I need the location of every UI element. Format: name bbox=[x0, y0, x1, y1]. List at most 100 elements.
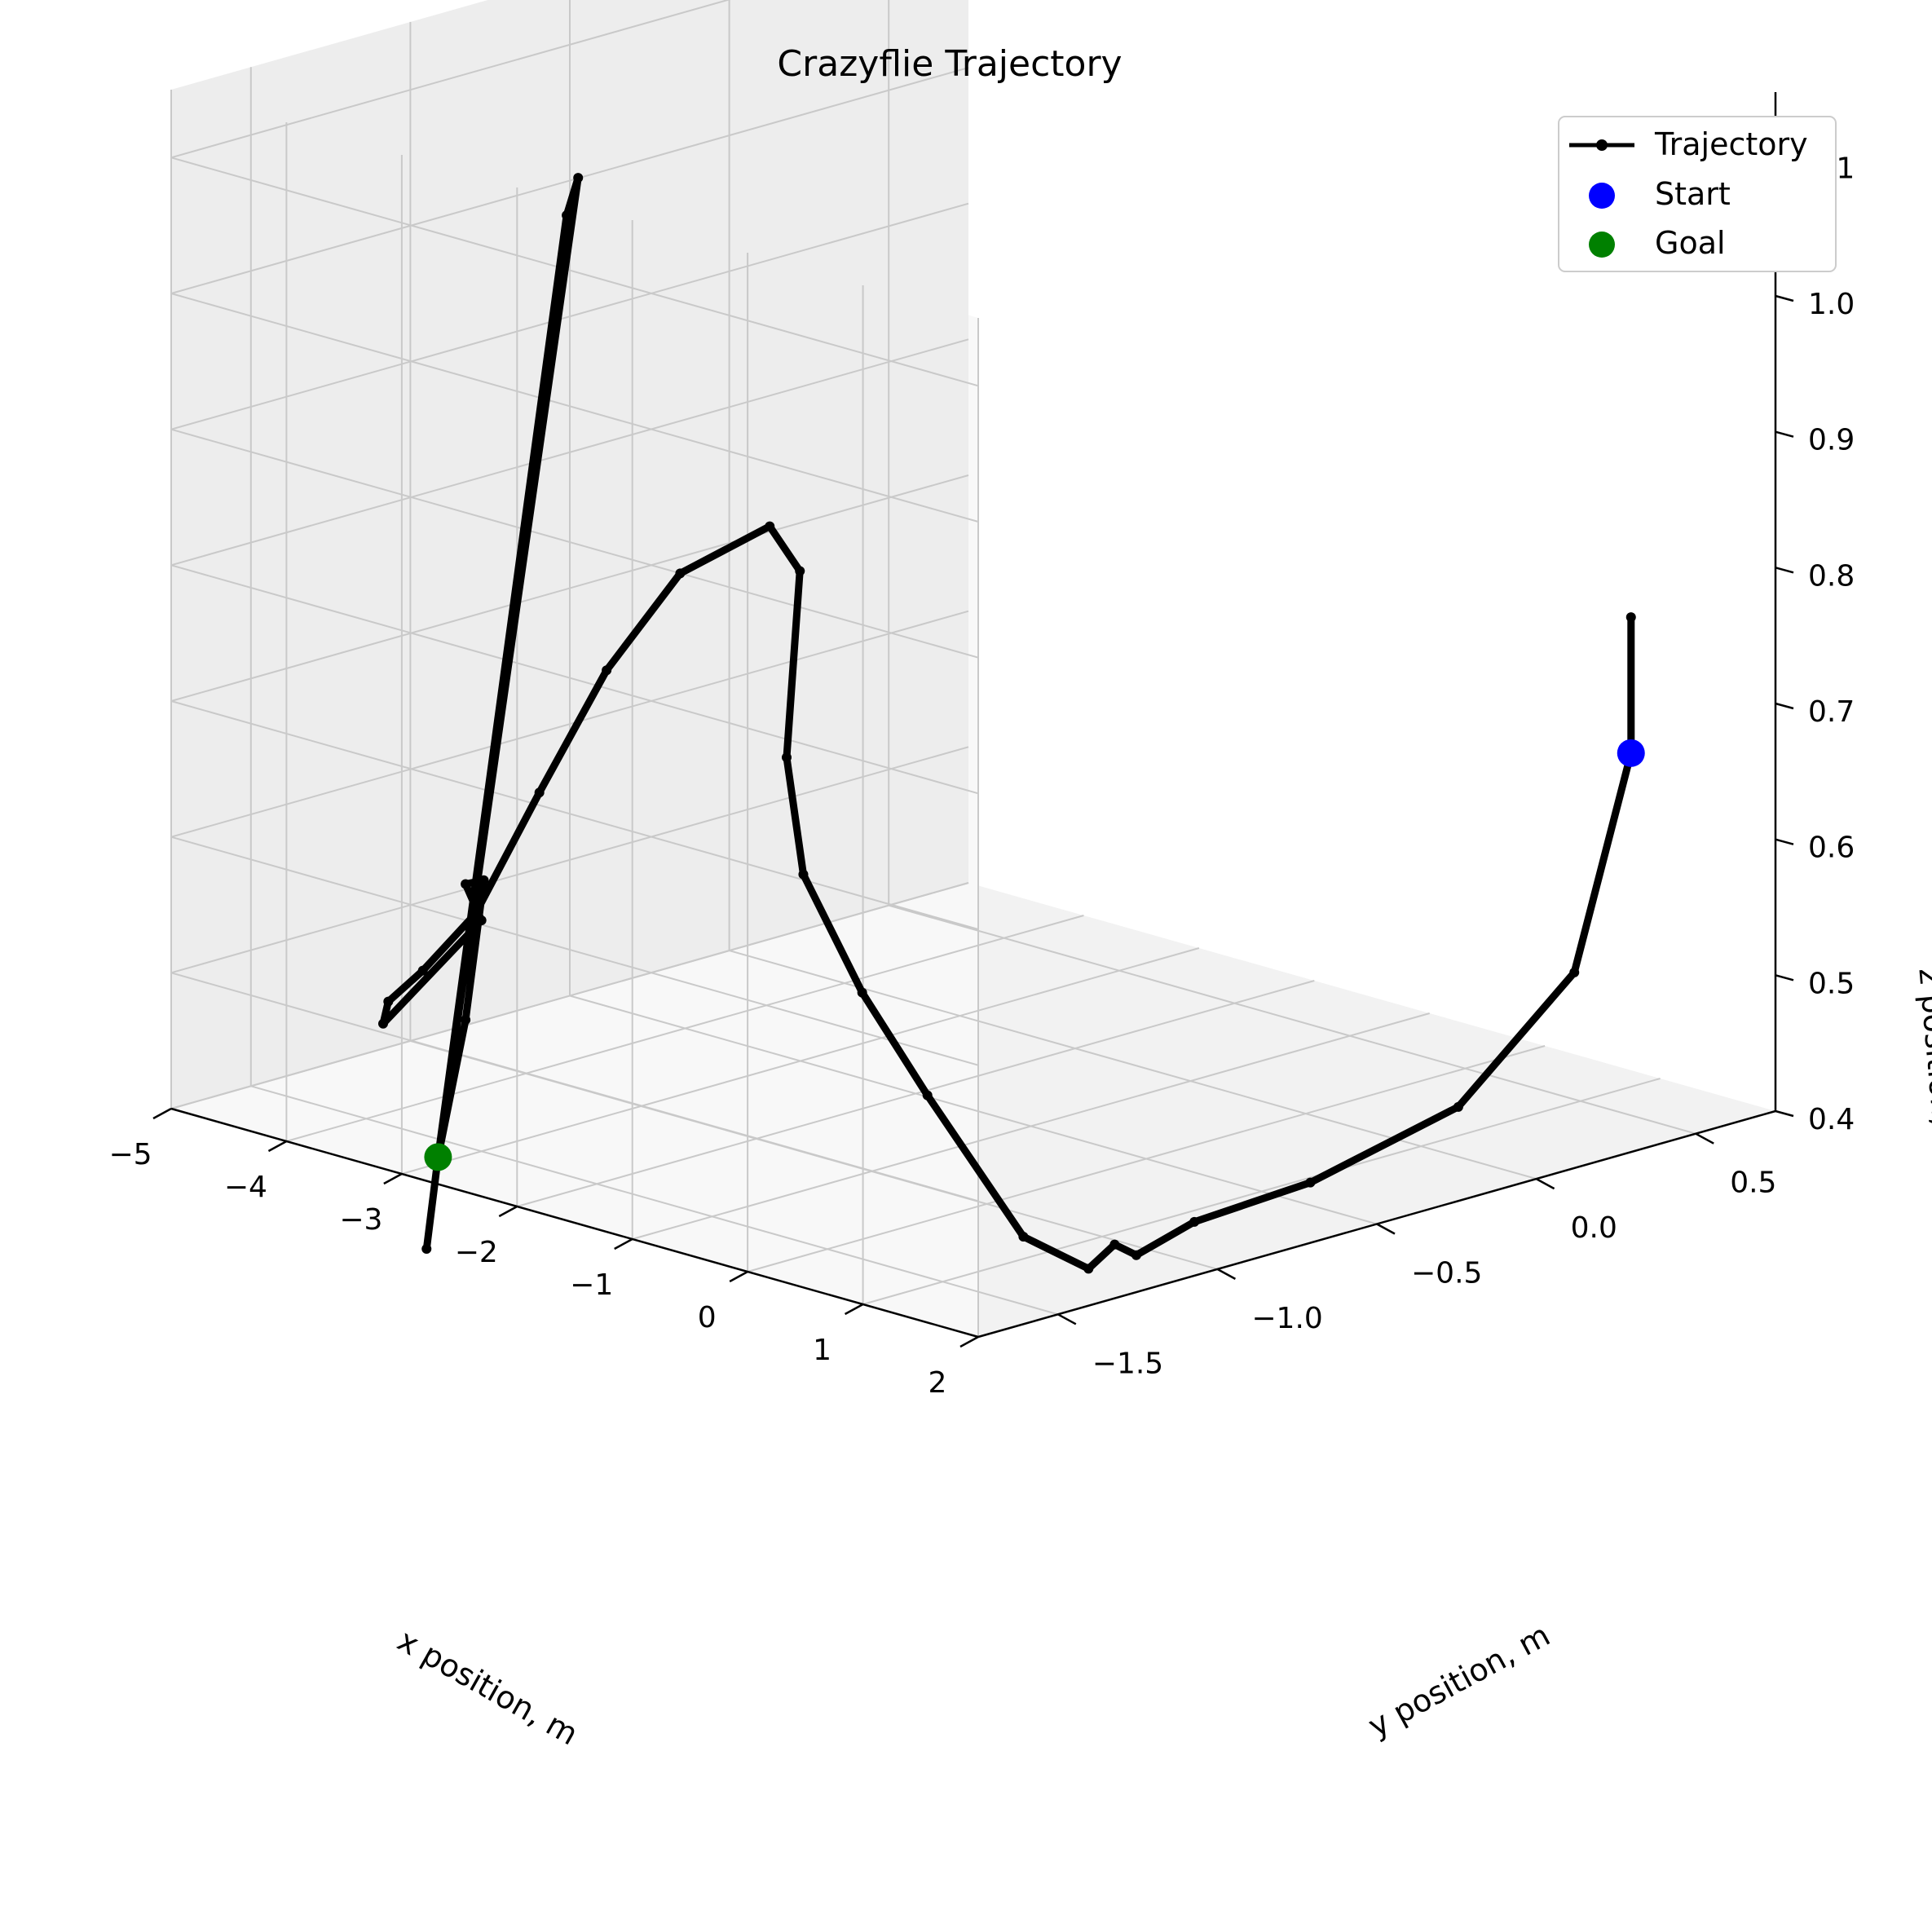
z-grid-left bbox=[170, 564, 979, 795]
z-grid-right bbox=[170, 338, 969, 567]
z-grid-right bbox=[170, 610, 969, 838]
x-tick-mark bbox=[959, 1335, 979, 1348]
y-axis-label: y position, m bbox=[1362, 1617, 1555, 1744]
y-tick-label: 0.5 bbox=[1730, 1167, 1776, 1200]
legend: Trajectory Start Goal bbox=[1558, 116, 1837, 272]
x-tick-mark bbox=[152, 1107, 172, 1120]
y-tick-mark bbox=[1695, 1132, 1714, 1145]
plot-area bbox=[377, 173, 1645, 1274]
z-tick-label: 0.9 bbox=[1808, 424, 1855, 457]
x-tick-mark bbox=[498, 1205, 518, 1218]
z-tick-label: 0.5 bbox=[1808, 967, 1855, 1000]
y-tick-mark bbox=[1216, 1268, 1236, 1280]
y-tick-mark bbox=[1057, 1313, 1077, 1325]
x-tick-label: −5 bbox=[108, 1138, 152, 1171]
axis-lines bbox=[152, 92, 1794, 1348]
trajectory-point bbox=[795, 566, 805, 576]
trajectory-point bbox=[1569, 967, 1580, 977]
z-grid-right bbox=[170, 882, 969, 1109]
trajectory-point bbox=[1625, 612, 1636, 623]
trajectory-point bbox=[1083, 1264, 1094, 1274]
trajectory-point bbox=[383, 996, 394, 1007]
x-tick-mark bbox=[844, 1303, 864, 1316]
goal-marker bbox=[424, 1143, 452, 1171]
z-tick-label: 0.8 bbox=[1808, 559, 1855, 593]
y-tick-label: −1.0 bbox=[1251, 1302, 1322, 1335]
z-axis-label: z position, m bbox=[1912, 967, 1932, 1168]
x-tick-label: 1 bbox=[813, 1334, 831, 1367]
z-grid-right bbox=[170, 474, 969, 702]
legend-trajectory-label: Trajectory bbox=[1654, 126, 1808, 162]
trajectory-point bbox=[470, 909, 481, 920]
trajectory-point bbox=[1305, 1177, 1316, 1188]
trajectory-point bbox=[476, 915, 487, 925]
trajectory-point bbox=[417, 965, 428, 976]
trajectory-point bbox=[534, 787, 545, 798]
start-marker bbox=[1617, 739, 1645, 767]
tick-labels: −5 −4 −3 −2 −1 0 1 2 −1.5 −1.0 −0.5 0.0 0.5 0.4 0.5 0.6… bbox=[108, 152, 1855, 1400]
trajectory-point bbox=[1131, 1250, 1141, 1260]
legend-frame bbox=[1558, 116, 1837, 272]
trajectory-point bbox=[922, 1090, 933, 1101]
y-grid-floor bbox=[569, 995, 1378, 1225]
y-tick-label: −1.5 bbox=[1092, 1347, 1163, 1380]
x-tick-mark bbox=[614, 1237, 633, 1251]
trajectory-point bbox=[602, 665, 612, 676]
y-tick-mark bbox=[1536, 1178, 1555, 1190]
x-tick-mark bbox=[267, 1140, 288, 1153]
grid-lines bbox=[170, 0, 1776, 1338]
z-tick-mark bbox=[1775, 294, 1794, 302]
trajectory-point bbox=[1109, 1239, 1120, 1250]
z-tick-label: 0.4 bbox=[1808, 1103, 1855, 1136]
chart-title: Crazyflie Trajectory bbox=[777, 43, 1122, 85]
legend-trajectory-marker-icon bbox=[1596, 139, 1608, 151]
z-tick-label: 1.0 bbox=[1808, 288, 1855, 321]
trajectory-point bbox=[562, 210, 572, 221]
x-tick-label: −3 bbox=[339, 1203, 382, 1237]
y-grid-floor bbox=[250, 1085, 1059, 1316]
trajectory-point bbox=[461, 1015, 471, 1026]
trajectory-point bbox=[857, 987, 867, 998]
trajectory-point bbox=[765, 521, 775, 532]
x-tick-label: −1 bbox=[570, 1268, 613, 1302]
trajectory-line bbox=[379, 174, 1635, 1273]
trajectory-point bbox=[1453, 1101, 1463, 1112]
trajectory-point bbox=[461, 879, 471, 889]
z-grid-left bbox=[170, 293, 979, 523]
z-grid-right bbox=[170, 746, 969, 974]
x-tick-label: −2 bbox=[455, 1236, 498, 1269]
z-tick-mark bbox=[1775, 1109, 1794, 1118]
z-tick-mark bbox=[1775, 702, 1794, 710]
z-tick-label: 0.6 bbox=[1808, 831, 1855, 865]
z-grid-right bbox=[170, 0, 731, 159]
trajectory-point bbox=[781, 752, 792, 763]
x-tick-label: 0 bbox=[698, 1301, 717, 1334]
z-tick-mark bbox=[1775, 567, 1794, 574]
z-grid-left bbox=[170, 700, 979, 930]
trajectory-point bbox=[1018, 1231, 1029, 1242]
trajectory-point bbox=[479, 875, 489, 885]
trajectory-point bbox=[798, 869, 809, 880]
legend-goal-dot-icon bbox=[1589, 232, 1615, 258]
z-tick-mark bbox=[1775, 974, 1794, 981]
legend-goal-label: Goal bbox=[1655, 225, 1726, 261]
legend-start-dot-icon bbox=[1589, 183, 1615, 209]
x-tick-label: −4 bbox=[224, 1171, 267, 1204]
z-grid-left bbox=[170, 157, 979, 387]
trajectory-point bbox=[421, 1244, 432, 1255]
z-grid-left bbox=[170, 972, 979, 1202]
x-axis-line bbox=[170, 1107, 979, 1339]
x-axis-label: x position, m bbox=[391, 1622, 584, 1753]
legend-start-label: Start bbox=[1655, 176, 1731, 212]
y-grid-floor bbox=[888, 904, 1696, 1135]
y-tick-mark bbox=[1376, 1223, 1396, 1235]
z-grid-right bbox=[170, 67, 969, 294]
y-tick-label: −0.5 bbox=[1411, 1257, 1482, 1290]
x-tick-mark bbox=[383, 1172, 403, 1185]
x-tick-mark bbox=[729, 1270, 748, 1283]
trajectory-point bbox=[377, 1018, 388, 1029]
z-tick-label: 0.7 bbox=[1808, 695, 1855, 729]
z-grid-left bbox=[170, 428, 979, 659]
z-tick-mark bbox=[1775, 838, 1794, 845]
